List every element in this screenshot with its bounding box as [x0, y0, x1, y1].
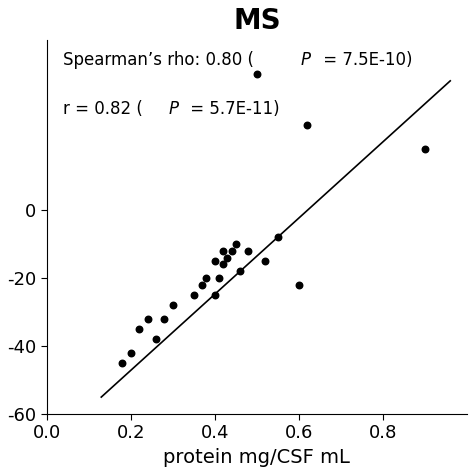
Point — [144, 315, 151, 323]
Point — [169, 301, 176, 309]
Point — [202, 274, 210, 282]
Point — [232, 240, 239, 248]
Point — [211, 257, 219, 265]
Point — [245, 247, 252, 255]
Point — [211, 292, 219, 299]
X-axis label: protein mg/CSF mL: protein mg/CSF mL — [164, 448, 350, 467]
Point — [161, 315, 168, 323]
Text: = 7.5E-10): = 7.5E-10) — [318, 51, 412, 69]
Point — [274, 234, 282, 241]
Point — [295, 281, 303, 289]
Point — [152, 336, 160, 343]
Point — [127, 349, 135, 356]
Point — [219, 261, 227, 268]
Point — [421, 145, 429, 153]
Point — [228, 247, 236, 255]
Point — [219, 247, 227, 255]
Text: P: P — [301, 51, 311, 69]
Point — [118, 359, 126, 367]
Point — [215, 274, 223, 282]
Point — [190, 292, 198, 299]
Point — [135, 325, 143, 333]
Text: P: P — [169, 100, 179, 118]
Text: Spearman’s rho: 0.80 (: Spearman’s rho: 0.80 ( — [64, 51, 255, 69]
Text: = 5.7E-11): = 5.7E-11) — [185, 100, 280, 118]
Point — [253, 70, 261, 78]
Title: MS: MS — [233, 7, 281, 35]
Text: r = 0.82 (: r = 0.82 ( — [64, 100, 143, 118]
Point — [236, 267, 244, 275]
Point — [199, 281, 206, 289]
Point — [303, 121, 311, 129]
Point — [224, 254, 231, 262]
Point — [262, 257, 269, 265]
